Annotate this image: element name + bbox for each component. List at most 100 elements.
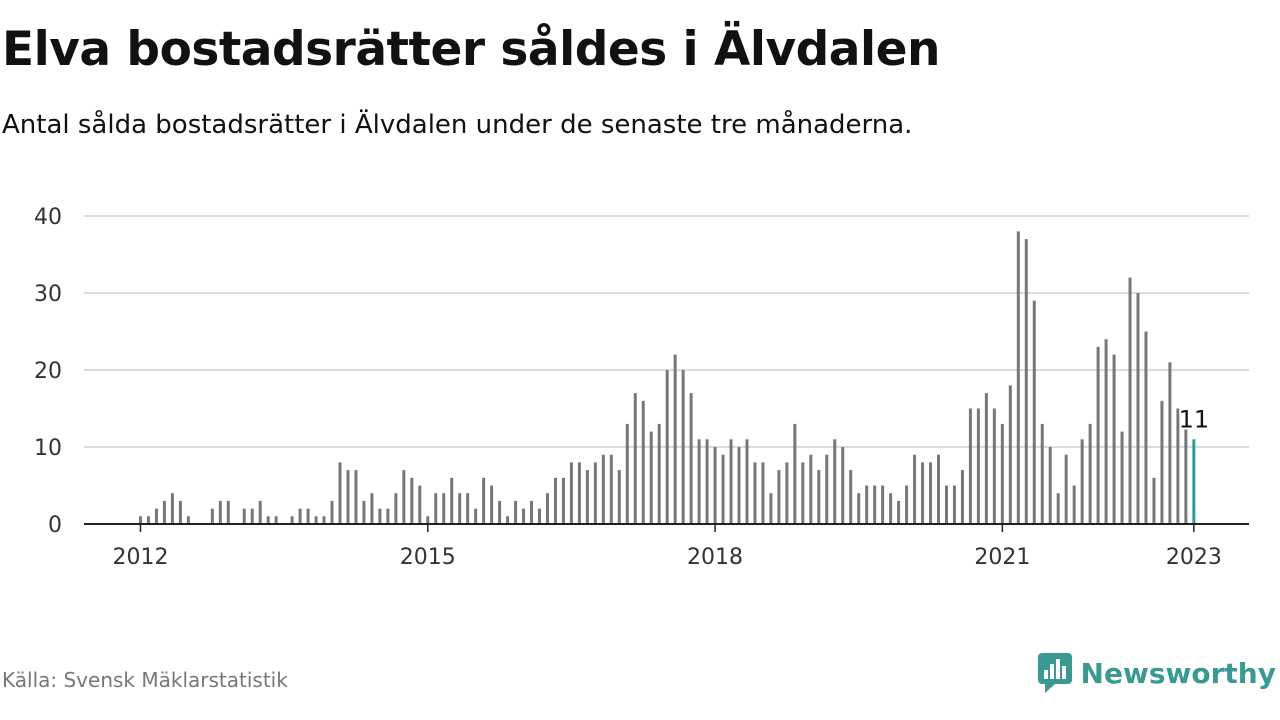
x-tick-label: 2015 (400, 545, 456, 570)
bar (793, 423, 797, 524)
bar (1136, 293, 1140, 524)
bar (530, 500, 534, 524)
bar (689, 393, 693, 524)
x-tick-label: 2021 (974, 545, 1030, 570)
bar (226, 500, 230, 524)
bar (960, 470, 964, 524)
bar (968, 408, 972, 524)
bar (1080, 439, 1084, 524)
source-note: Källa: Svensk Mäklarstatistik (2, 668, 288, 692)
bar (146, 516, 150, 524)
bar (458, 493, 462, 524)
bar (801, 462, 805, 524)
x-tick-label: 2018 (687, 545, 743, 570)
bar (561, 477, 565, 524)
newsworthy-logo-icon (1037, 653, 1072, 693)
bar (937, 454, 940, 524)
bar (649, 431, 653, 524)
bar (553, 477, 557, 524)
value-labels: 11 (1177, 403, 1212, 435)
bar (697, 439, 701, 524)
bar (984, 393, 988, 524)
bar (178, 500, 182, 524)
bar (322, 516, 326, 524)
bar (346, 470, 350, 524)
bar (873, 485, 877, 524)
bar (769, 493, 773, 524)
y-tick-label: 0 (48, 513, 62, 538)
bar (681, 370, 685, 524)
bar (1128, 277, 1132, 524)
bar (426, 516, 430, 524)
bar (944, 485, 948, 524)
brand-name: Newsworthy (1080, 656, 1276, 690)
bar (378, 508, 382, 524)
bar (729, 439, 733, 524)
bar (809, 454, 813, 524)
bar (1088, 423, 1092, 524)
bar (992, 408, 996, 524)
bar (218, 500, 222, 524)
bar (921, 462, 925, 524)
x-axis-ticks: 2012 2015 2018 2021 2023 (113, 524, 1222, 570)
bar (402, 470, 406, 524)
bar (881, 485, 885, 524)
bar (1184, 423, 1188, 524)
bar (154, 508, 158, 524)
bar (641, 400, 645, 524)
bar (545, 493, 549, 524)
bar (617, 470, 621, 524)
bar (538, 508, 541, 524)
bar (330, 500, 334, 524)
bar (1160, 400, 1164, 524)
bar (745, 439, 749, 524)
bar (354, 470, 358, 524)
bar (913, 454, 917, 524)
bar (362, 500, 366, 524)
bar (258, 500, 262, 524)
bar (1120, 431, 1124, 524)
bar (976, 408, 980, 524)
bar (1048, 447, 1052, 524)
bar (593, 462, 597, 524)
bar (1104, 339, 1108, 524)
bar (1000, 423, 1004, 524)
bar (210, 508, 214, 524)
bar (514, 500, 518, 524)
bar (434, 493, 438, 524)
x-tick-label: 2012 (113, 545, 169, 570)
bar (394, 493, 398, 524)
bar (849, 470, 853, 524)
bar (721, 454, 725, 524)
bar (1064, 454, 1068, 524)
bar (865, 485, 869, 524)
bar (777, 470, 781, 524)
y-tick-label: 40 (34, 205, 62, 230)
bar (737, 447, 741, 524)
last-value-label: 11 (1179, 405, 1210, 433)
bar (162, 500, 166, 524)
bar (466, 493, 470, 524)
bar (657, 423, 661, 524)
bar (139, 516, 142, 524)
bar (785, 462, 789, 524)
bar (250, 508, 254, 524)
bar (713, 447, 717, 524)
bar (569, 462, 573, 524)
bar (897, 500, 901, 524)
bar (386, 508, 390, 524)
bar (1096, 346, 1100, 524)
bar (338, 462, 342, 524)
y-tick-label: 10 (34, 436, 62, 461)
bar (410, 477, 414, 524)
bar (298, 508, 302, 524)
bar (306, 508, 310, 524)
bar (1072, 485, 1076, 524)
bar (1168, 362, 1172, 524)
bar (857, 493, 861, 524)
bar (1176, 408, 1180, 524)
bar (450, 477, 454, 524)
bar (1040, 423, 1044, 524)
bar (1112, 354, 1116, 524)
brand: Newsworthy (1037, 652, 1276, 694)
